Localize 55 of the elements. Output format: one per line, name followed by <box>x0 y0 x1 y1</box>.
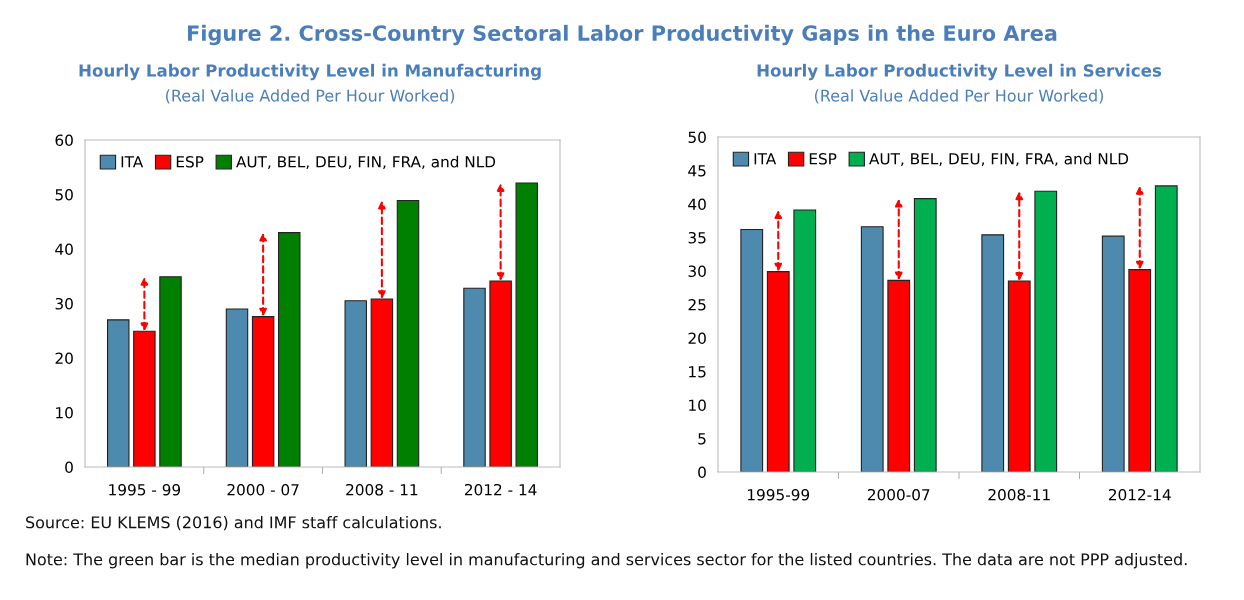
y-tick-label: 20 <box>688 332 706 345</box>
y-tick-label: 10 <box>689 399 706 412</box>
y-tick-label: 60 <box>55 134 73 147</box>
legend-label: ESP <box>176 156 204 168</box>
y-tick-label: 20 <box>55 352 73 365</box>
bar <box>463 287 486 467</box>
text: Note: The green bar is the median productivity level in manufacturing and services sector for the listed countries. The data are not PPP adjusted. <box>26 553 1187 569</box>
x-tick-label: 1995-99 <box>748 488 810 501</box>
bar <box>793 209 817 472</box>
caption: Figure 2. Cross-Country Sectoral Labor Productivity Gaps in the Euro Area <box>188 24 1057 46</box>
bar <box>740 228 764 472</box>
chart-title: Hourly Labor Productivity Level in Manufacturing <box>79 63 541 81</box>
legend-label: ESP <box>809 153 837 165</box>
y-tick-label: 35 <box>688 231 706 244</box>
y-tick-label: 45 <box>688 165 706 177</box>
bar <box>225 308 249 467</box>
x-tick-label: 2000-07 <box>867 488 930 501</box>
y-tick-label: 5 <box>698 433 706 445</box>
legend-label: ITA <box>754 153 777 165</box>
legend-label: ITA <box>121 156 144 168</box>
y-tick-label: 50 <box>55 188 73 201</box>
y-tick-label: 15 <box>689 366 706 378</box>
bar <box>1101 235 1125 472</box>
legend-label: AUT, BEL, DEU, FIN, FRA, and NLD <box>236 155 496 170</box>
bar <box>344 300 367 467</box>
x-tick-label: 2008 - 11 <box>346 483 418 496</box>
chart-subtitle: (Real Value Added Per Hour Worked) <box>814 89 1104 104</box>
y-tick-label: 10 <box>56 406 73 419</box>
bar <box>278 232 301 467</box>
bar <box>860 226 884 472</box>
x-tick-label: 2012 - 14 <box>464 483 537 496</box>
bar <box>981 234 1005 472</box>
y-tick-label: 30 <box>688 265 706 278</box>
x-tick-label: 2008-11 <box>988 488 1050 501</box>
chart-subtitle: (Real Value Added Per Hour Worked) <box>166 89 455 104</box>
bar <box>107 319 130 467</box>
x-tick-label: 1995 - 99 <box>109 483 181 496</box>
y-tick-label: 25 <box>688 298 706 311</box>
y-tick-label: 0 <box>65 461 73 474</box>
y-tick-label: 50 <box>688 131 706 144</box>
bar <box>515 182 538 467</box>
y-tick-label: 0 <box>698 466 706 479</box>
x-tick-label: 2000 - 07 <box>227 483 299 496</box>
bar <box>913 198 937 472</box>
source-note: Source: EU KLEMS (2016) and IMF staff calculations. <box>26 516 441 531</box>
x-tick-label: 2012-14 <box>1108 488 1171 501</box>
y-tick-label: 40 <box>688 198 706 211</box>
y-tick-label: 40 <box>55 243 73 256</box>
bar <box>1034 190 1058 472</box>
legend-label: AUT, BEL, DEU, FIN, FRA, and NLD <box>869 152 1129 167</box>
bar <box>1154 185 1178 472</box>
bar <box>159 276 182 467</box>
bar <box>396 199 420 467</box>
y-tick-label: 30 <box>55 297 73 310</box>
chart-title: Hourly Labor Productivity Level in Services <box>757 63 1162 81</box>
